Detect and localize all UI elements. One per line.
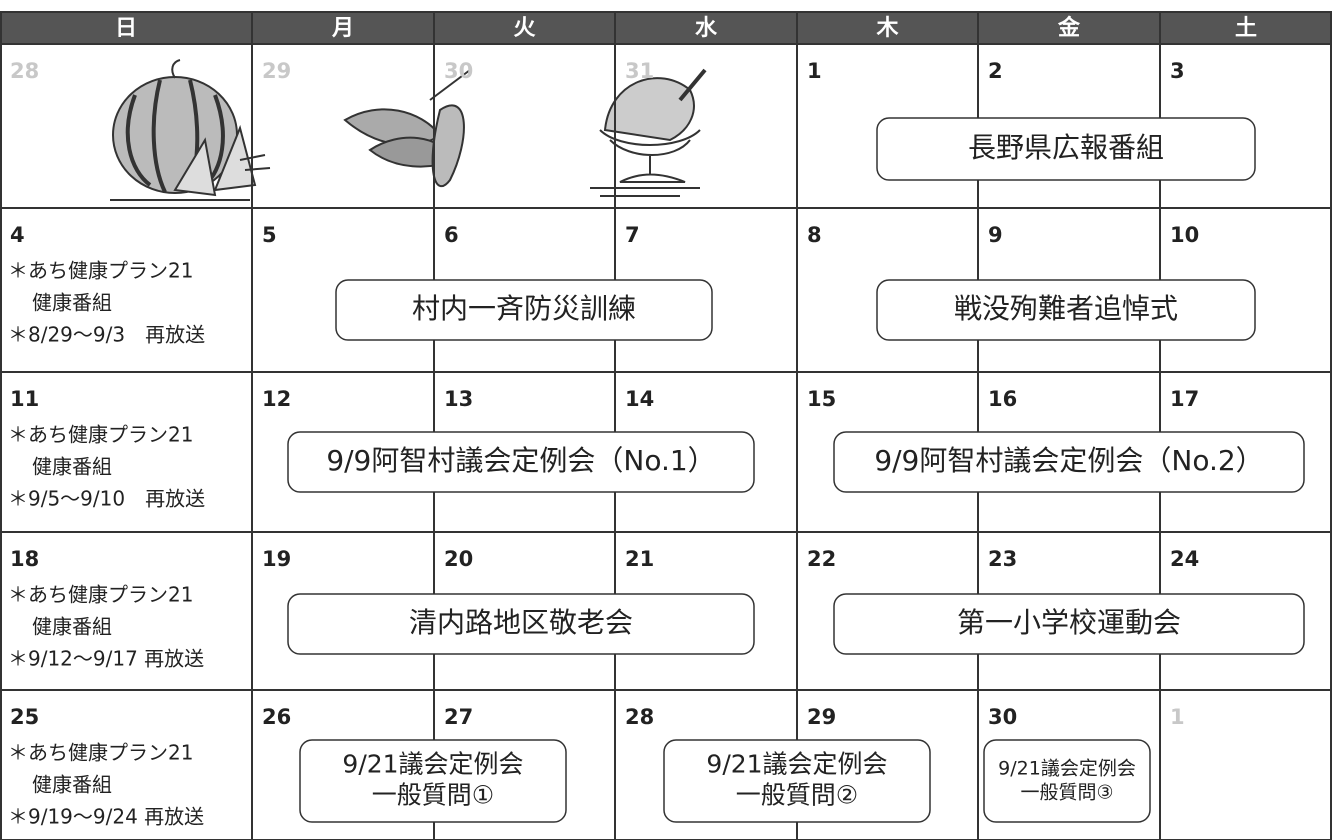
day-number: 23 (988, 547, 1017, 571)
event-box (983, 739, 1151, 823)
day-number: 26 (262, 705, 291, 729)
weekday: 月 (331, 16, 354, 41)
day-number: 27 (444, 705, 473, 729)
day-number: 31 (625, 59, 654, 83)
day-number: 25 (10, 705, 39, 729)
day-number: 3 (1170, 59, 1185, 83)
day-number: 5 (262, 223, 277, 247)
day-number: 30 (988, 705, 1017, 729)
day-number: 12 (262, 387, 291, 411)
day-number: 8 (807, 223, 822, 247)
day-number: 28 (10, 59, 39, 83)
event-label: 9/21議会定例会 (342, 749, 523, 778)
illustrations (110, 59, 707, 209)
event-box (287, 593, 755, 655)
event-label: 9/21議会定例会 (998, 758, 1136, 780)
event-box (299, 739, 567, 823)
event-label: 第一小学校運動会 (957, 606, 1181, 639)
day-number: 15 (807, 387, 836, 411)
event-label: 長野県広報番組 (968, 131, 1164, 164)
day-number: 19 (262, 547, 291, 571)
event-box (663, 739, 931, 823)
day-number: 6 (444, 223, 459, 247)
sunday-note: ＊9/19〜9/24 再放送 (8, 805, 204, 829)
day-number: 22 (807, 547, 836, 571)
sunday-note: ＊8/29〜9/3 再放送 (8, 323, 205, 347)
sunday-note: 健康番組 (32, 773, 112, 797)
day-number: 29 (262, 59, 291, 83)
sunday-note: ＊9/12〜9/17 再放送 (8, 647, 204, 671)
event-label: 一般質問② (736, 781, 858, 810)
day-number: 20 (444, 547, 473, 571)
day-number: 29 (807, 705, 836, 729)
sunday-note: ＊あち健康プラン21 (8, 741, 193, 765)
weekday: 金 (1057, 15, 1081, 41)
event-label: 9/21議会定例会 (706, 749, 887, 778)
day-number: 1 (1170, 705, 1185, 729)
day-number: 7 (625, 223, 640, 247)
event-label: 村内一斉防災訓練 (412, 292, 636, 325)
weekday: 土 (1235, 16, 1257, 41)
event-box (876, 279, 1256, 341)
event-label: 一般質問① (372, 781, 494, 810)
sunday-note: ＊あち健康プラン21 (8, 423, 193, 447)
sunday-note: ＊9/5〜9/10 再放送 (8, 487, 205, 511)
sunday-note: 健康番組 (32, 615, 112, 639)
day-number: 13 (444, 387, 473, 411)
day-number: 24 (1170, 547, 1199, 571)
day-number: 16 (988, 387, 1017, 411)
event-box (876, 117, 1256, 181)
day-number: 18 (10, 547, 39, 571)
weekday: 火 (513, 16, 535, 41)
event-box (287, 431, 755, 493)
day-number: 10 (1170, 223, 1199, 247)
sunday-note: ＊あち健康プラン21 (8, 259, 193, 283)
event-label: 9/9阿智村議会定例会（No.1） (326, 444, 715, 477)
sunday-note: 健康番組 (32, 455, 112, 479)
weekday: 木 (875, 16, 899, 41)
event-label: 一般質問③ (1020, 781, 1113, 803)
day-number: 4 (10, 223, 25, 247)
weekday: 日 (115, 16, 137, 41)
day-number: 2 (988, 59, 1003, 83)
header-bar (0, 12, 1332, 44)
event-box (833, 431, 1305, 493)
day-number: 21 (625, 547, 654, 571)
sunday-note: 健康番組 (32, 291, 112, 315)
day-number: 14 (625, 387, 654, 411)
day-number: 9 (988, 223, 1003, 247)
event-label: 9/9阿智村議会定例会（No.2） (874, 444, 1263, 477)
day-number: 17 (1170, 387, 1199, 411)
event-label: 戦没殉難者追悼式 (954, 292, 1178, 325)
event-label: 清内路地区敬老会 (409, 606, 633, 639)
sunday-note: ＊あち健康プラン21 (8, 583, 193, 607)
day-number: 1 (807, 59, 822, 83)
event-box (833, 593, 1305, 655)
weekday: 水 (695, 16, 718, 41)
day-number: 30 (444, 59, 473, 83)
day-number: 11 (10, 387, 39, 411)
event-box (335, 279, 713, 341)
day-number: 28 (625, 705, 654, 729)
